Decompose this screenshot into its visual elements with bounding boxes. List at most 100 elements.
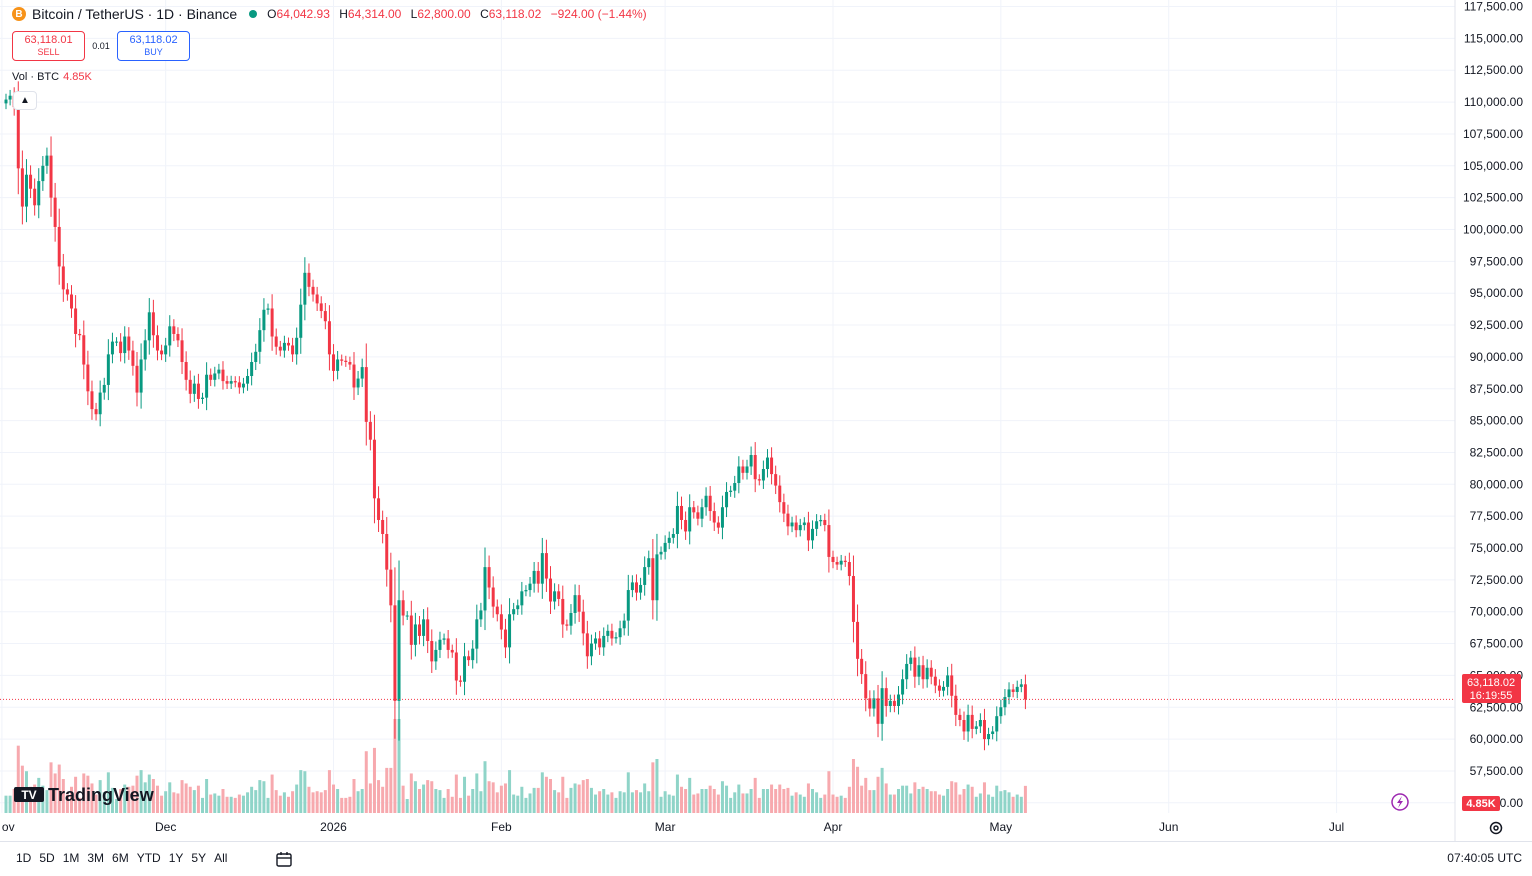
- volume-bar: [1003, 790, 1007, 813]
- volume-bar: [843, 797, 847, 813]
- candle-body: [712, 511, 716, 523]
- candle-body: [110, 341, 114, 355]
- lightning-icon[interactable]: [1391, 793, 1409, 811]
- volume-bar: [352, 779, 356, 813]
- ohlc-close: 63,118.02: [488, 7, 542, 21]
- volume-bar: [831, 794, 835, 813]
- volume-bar: [434, 789, 438, 813]
- candle-body: [479, 610, 483, 620]
- candle-body: [209, 374, 213, 380]
- range-1m[interactable]: 1M: [62, 851, 80, 865]
- volume-bar: [716, 794, 720, 813]
- candle-body: [319, 303, 323, 312]
- candle-body: [266, 308, 270, 310]
- volume-bar: [909, 793, 913, 813]
- price-tick-label: 100,000.00: [1463, 223, 1523, 237]
- volume-bar: [933, 791, 937, 813]
- candle-body: [336, 359, 340, 371]
- candle-body: [184, 361, 188, 380]
- volume-bar: [643, 783, 647, 813]
- symbol-title[interactable]: Bitcoin / TetherUS · 1D · Binance: [32, 6, 238, 22]
- volume-bar: [856, 766, 860, 813]
- price-chart[interactable]: 117,500.00 115,000.00 112,500.00 110,000.00…: [0, 0, 1532, 841]
- volume-bar: [332, 784, 336, 813]
- volume-bar: [172, 792, 176, 813]
- volume-bar: [913, 782, 917, 813]
- chevron-up-icon: ▲: [20, 95, 30, 106]
- range-3m[interactable]: 3M: [87, 851, 105, 865]
- candle-body: [884, 688, 888, 706]
- volume-legend-label: Vol · BTC: [12, 71, 60, 83]
- volume-bar: [430, 781, 434, 813]
- candle-body: [786, 513, 790, 527]
- bottom-toolbar: 1D 5D 1M 3M 6M YTD 1Y 5Y All 07:40:05 UT…: [0, 841, 1532, 876]
- volume-bar: [598, 791, 602, 813]
- range-1y[interactable]: 1Y: [168, 851, 184, 865]
- candle-body: [896, 694, 900, 706]
- candle-body: [282, 342, 286, 351]
- candle-body: [1019, 684, 1023, 687]
- settings-gear-icon[interactable]: [1487, 819, 1505, 837]
- candle-body: [307, 272, 311, 287]
- volume-bar: [544, 776, 548, 813]
- candle-body: [389, 569, 393, 606]
- candle-body: [201, 397, 205, 399]
- candle-body: [553, 591, 557, 602]
- candle-body: [741, 466, 745, 473]
- candle-body: [340, 359, 344, 361]
- price-tick-label: 105,000.00: [1463, 159, 1523, 173]
- calendar-goto-icon[interactable]: [275, 850, 293, 868]
- volume-bar: [438, 790, 442, 813]
- candle-body: [422, 619, 426, 636]
- candle-body: [802, 522, 806, 526]
- volume-bar: [868, 790, 872, 813]
- candle-body: [487, 567, 491, 588]
- volume-bar: [184, 783, 188, 813]
- range-ytd[interactable]: YTD: [136, 851, 161, 865]
- volume-bar: [540, 772, 544, 813]
- buy-button[interactable]: 63,118.02 BUY: [117, 31, 190, 61]
- candle-body: [634, 582, 638, 593]
- candle-body: [847, 562, 851, 577]
- range-5y[interactable]: 5Y: [191, 851, 207, 865]
- sell-label: SELL: [37, 47, 60, 57]
- candle-body: [311, 286, 315, 295]
- volume-bar: [495, 792, 499, 813]
- candle-body: [1003, 697, 1007, 708]
- range-6m[interactable]: 6M: [112, 851, 129, 865]
- range-all[interactable]: All: [214, 851, 228, 865]
- time-axis[interactable]: ov Dec 2026 Feb Mar Apr May Jun Jul: [2, 820, 1344, 834]
- volume-bar: [12, 789, 16, 813]
- volume-bar: [749, 789, 753, 813]
- range-1d[interactable]: 1D: [16, 851, 32, 865]
- volume-bar: [520, 786, 524, 813]
- time-tick-label: May: [990, 820, 1013, 834]
- volume-bar: [274, 790, 278, 813]
- volume-bar: [528, 793, 532, 813]
- candle-body: [577, 595, 581, 612]
- volume-legend-value: 4.85K: [63, 71, 92, 83]
- volume-bar: [618, 791, 622, 813]
- candle-body: [221, 369, 225, 382]
- sell-button[interactable]: 63,118.01 SELL: [12, 31, 85, 61]
- candle-body: [905, 663, 909, 680]
- volume-bar: [958, 794, 962, 813]
- candle-body: [806, 522, 810, 541]
- candle-body: [344, 360, 348, 362]
- candle-body: [651, 558, 655, 601]
- time-tick-label: Jul: [1329, 820, 1344, 834]
- candle-body: [680, 505, 684, 520]
- time-tick-label: Jun: [1159, 820, 1178, 834]
- utc-clock[interactable]: 07:40:05 UTC: [1447, 851, 1522, 865]
- time-tick-label: Dec: [155, 820, 176, 834]
- candle-body: [213, 373, 217, 380]
- candle-body: [98, 392, 102, 415]
- collapse-legend-button[interactable]: ▲: [13, 91, 37, 110]
- candle-body: [225, 381, 229, 384]
- candle-body: [4, 99, 8, 104]
- candle-body: [262, 309, 266, 331]
- volume-legend[interactable]: Vol · BTC 4.85K: [12, 71, 92, 83]
- volume-bar: [577, 784, 581, 813]
- range-5d[interactable]: 5D: [39, 851, 55, 865]
- ohlc-low: 62,800.00: [417, 7, 471, 21]
